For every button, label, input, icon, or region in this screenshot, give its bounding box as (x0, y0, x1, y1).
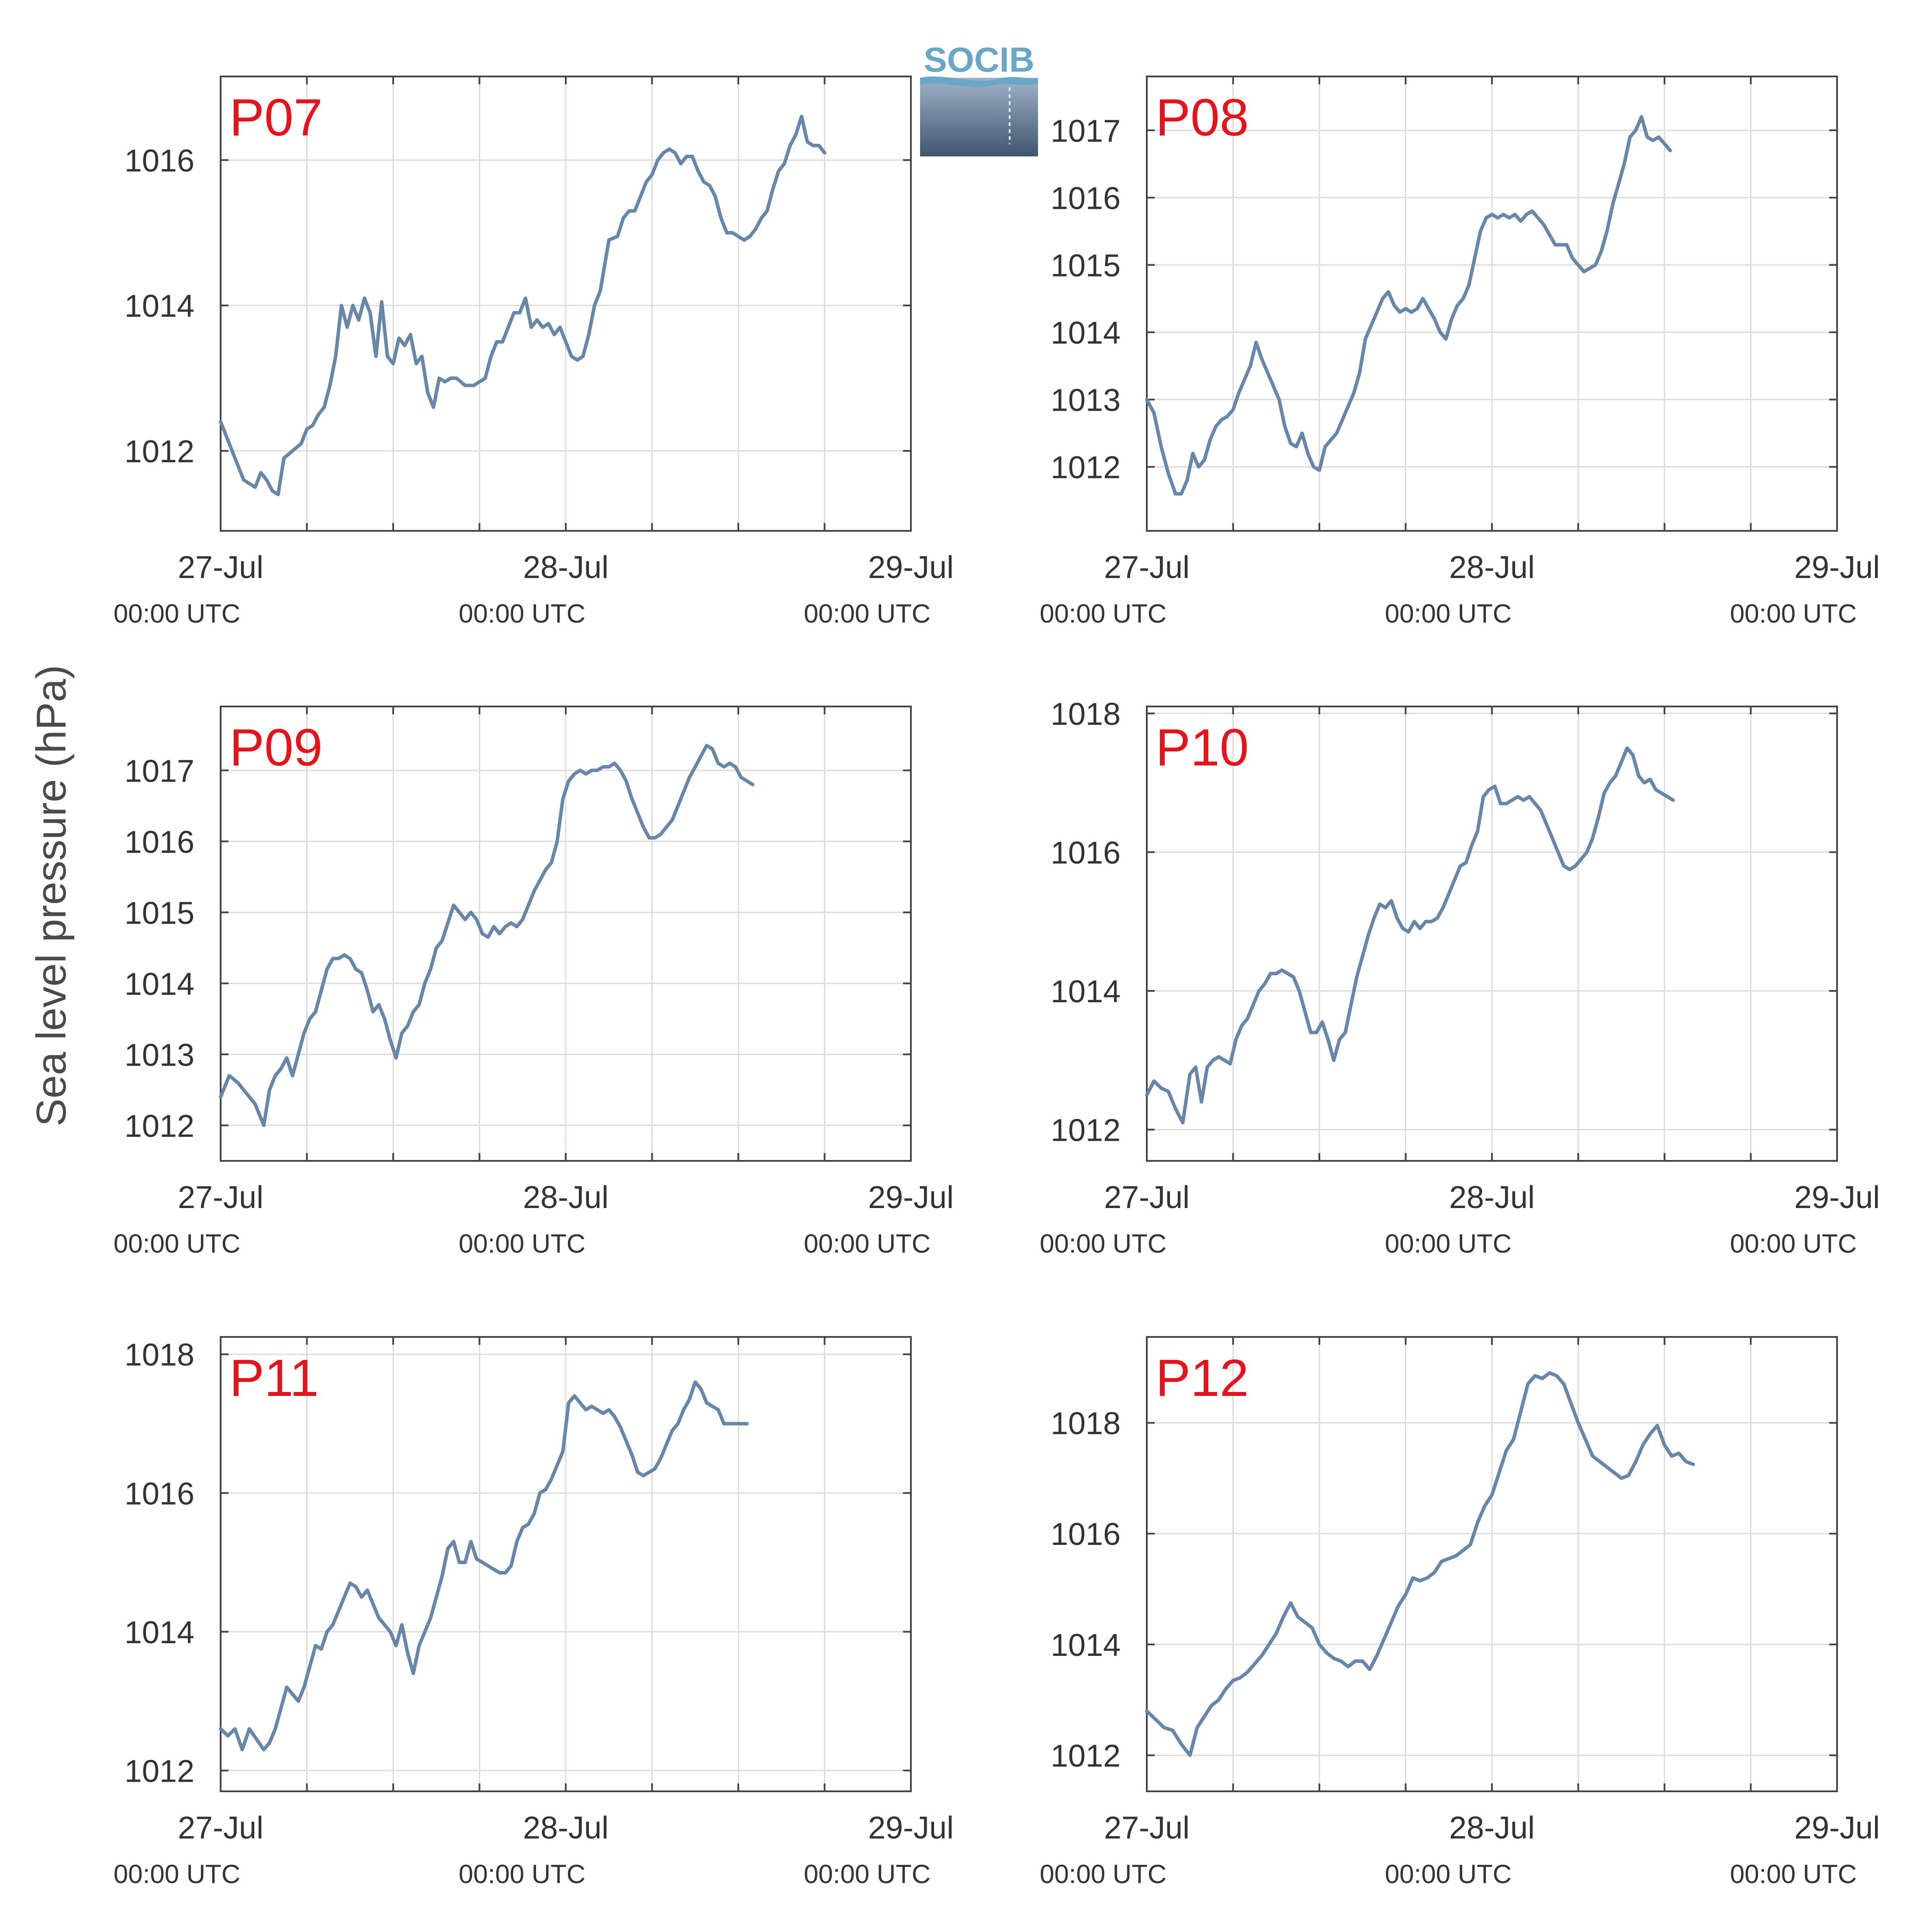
y-tick-label: 1014 (125, 1615, 194, 1650)
y-tick-label: 1016 (125, 825, 194, 860)
x-tick-label-time: 00:00 UTC (1040, 599, 1166, 628)
x-tick-label-time: 00:00 UTC (1385, 1859, 1512, 1889)
panel-label: P07 (229, 88, 323, 147)
x-tick-label-time: 00:00 UTC (804, 599, 931, 628)
x-tick-label-time: 00:00 UTC (1730, 599, 1857, 628)
x-tick-label-time: 00:00 UTC (1730, 1859, 1857, 1889)
y-tick-label: 1014 (125, 289, 194, 324)
x-tick-label-day: 28-Jul (1449, 1180, 1535, 1215)
series-line (1145, 115, 1672, 496)
y-tick-label: 1013 (125, 1038, 194, 1073)
y-tick-label: 1012 (125, 434, 194, 469)
x-tick-label-time: 00:00 UTC (459, 1859, 585, 1889)
x-tick-label-day: 28-Jul (1449, 550, 1535, 585)
x-tick-label-day: 27-Jul (1104, 1180, 1190, 1215)
y-tick-label: 1014 (1051, 315, 1121, 350)
x-tick-label-day: 28-Jul (523, 1811, 609, 1845)
y-tick-label: 1015 (125, 896, 194, 931)
y-tick-label: 1015 (1051, 248, 1121, 283)
y-tick-label: 1018 (1051, 1406, 1121, 1441)
x-tick-label-day: 27-Jul (178, 1811, 263, 1845)
chart-panel-p08: 1012 1013 1014 1015 1016 1017 27-Jul 00:00 UTC 2… (1040, 76, 1880, 628)
x-tick-label-time: 00:00 UTC (459, 1229, 585, 1258)
x-tick-label-day: 29-Jul (1794, 550, 1880, 585)
x-tick-label-time: 00:00 UTC (1730, 1229, 1857, 1258)
x-tick-label-time: 00:00 UTC (1040, 1859, 1166, 1889)
series-line (219, 1380, 749, 1752)
x-tick-label-time: 00:00 UTC (804, 1859, 931, 1889)
y-tick-label: 1012 (125, 1754, 194, 1789)
series-line (219, 744, 754, 1127)
x-tick-label-time: 00:00 UTC (114, 1859, 240, 1889)
y-tick-label: 1016 (125, 1476, 194, 1511)
y-tick-label: 1013 (1051, 383, 1121, 418)
series-line (219, 114, 827, 496)
panel-label: P10 (1156, 718, 1249, 777)
y-tick-label: 1017 (1051, 114, 1121, 149)
y-tick-label: 1018 (1051, 697, 1121, 732)
y-tick-label: 1016 (125, 143, 194, 178)
y-tick-label: 1012 (1051, 450, 1121, 485)
x-tick-label-time: 00:00 UTC (1385, 1229, 1512, 1258)
y-tick-label: 1017 (125, 754, 194, 789)
y-tick-label: 1016 (1051, 1517, 1121, 1552)
chart-panel-p11: 1012 1014 1016 1018 27-Jul 00:00 UTC 28-Jul 00:… (114, 1336, 954, 1889)
x-tick-label-day: 29-Jul (868, 1180, 954, 1215)
y-tick-label: 1014 (125, 967, 194, 1002)
y-tick-label: 1012 (1051, 1739, 1121, 1774)
series-line (1145, 1371, 1695, 1757)
x-tick-label-time: 00:00 UTC (459, 599, 585, 628)
y-axis-label: Sea level pressure (hPa) (28, 665, 75, 1127)
x-tick-label-day: 29-Jul (868, 550, 954, 585)
x-tick-label-day: 28-Jul (1449, 1811, 1535, 1845)
x-tick-label-day: 28-Jul (523, 550, 609, 585)
chart-panel-p09: 1012 1013 1014 1015 1016 1017 27-Jul 00:00 UTC 2… (114, 706, 954, 1258)
x-tick-label-day: 29-Jul (868, 1811, 954, 1845)
y-tick-label: 1014 (1051, 1628, 1121, 1663)
x-tick-label-day: 27-Jul (178, 550, 263, 585)
x-tick-label-time: 00:00 UTC (804, 1229, 931, 1258)
panels: 1012 1014 1016 27-Jul 00:00 UTC 28-Jul 00:00 U… (114, 76, 1880, 1889)
chart-panel-p12: 1012 1014 1016 1018 27-Jul 00:00 UTC 28-Jul 00:… (1040, 1336, 1880, 1889)
y-tick-label: 1014 (1051, 974, 1121, 1009)
series-line (1145, 746, 1675, 1125)
x-tick-label-time: 00:00 UTC (114, 1229, 240, 1258)
x-tick-label-time: 00:00 UTC (114, 599, 240, 628)
panel-label: P08 (1156, 88, 1249, 147)
y-tick-label: 1012 (1051, 1113, 1121, 1148)
x-tick-label-day: 29-Jul (1794, 1180, 1880, 1215)
x-tick-label-time: 00:00 UTC (1040, 1229, 1166, 1258)
x-tick-label-day: 27-Jul (1104, 550, 1190, 585)
y-tick-label: 1018 (125, 1338, 194, 1373)
y-tick-label: 1016 (1051, 181, 1121, 216)
x-tick-label-day: 27-Jul (178, 1180, 263, 1215)
panel-label: P09 (229, 718, 323, 777)
x-tick-label-day: 29-Jul (1794, 1811, 1880, 1845)
chart-panel-p10: 1012 1014 1016 1018 27-Jul 00:00 UTC 28-Jul 00:… (1040, 697, 1880, 1258)
x-tick-label-day: 28-Jul (523, 1180, 609, 1215)
y-tick-label: 1016 (1051, 835, 1121, 870)
x-tick-label-day: 27-Jul (1104, 1811, 1190, 1845)
panel-label: P11 (229, 1349, 319, 1407)
socib-logo: SOCIB (920, 40, 1038, 156)
x-tick-label-time: 00:00 UTC (1385, 599, 1512, 628)
y-tick-label: 1012 (125, 1109, 194, 1144)
panel-label: P12 (1156, 1349, 1249, 1407)
chart-panel-p07: 1012 1014 1016 27-Jul 00:00 UTC 28-Jul 00:00 U… (114, 76, 954, 628)
logo-text: SOCIB (924, 40, 1034, 79)
